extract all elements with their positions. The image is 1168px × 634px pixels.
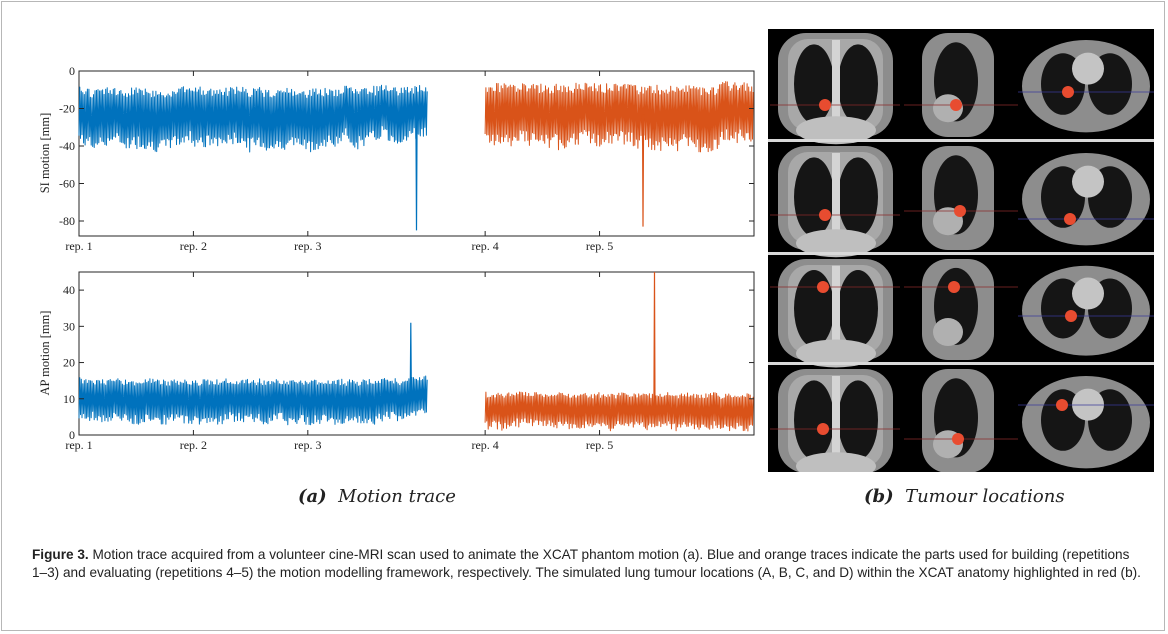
si-xtick-group: rep. 1 rep. 2 rep. 3 rep. 4 rep. 5	[65, 71, 755, 253]
ct-row-d	[770, 369, 1154, 481]
si-chart: 0-20-40-60-80 rep. 1 rep. 2 rep. 3 rep. 4 re…	[38, 64, 755, 253]
si-ytick-label: -60	[59, 177, 75, 191]
ap-ytick-label: 20	[63, 356, 75, 370]
si-ytick-label: -80	[59, 214, 75, 228]
figure-label: Figure 3.	[32, 547, 89, 562]
ap-ytick-label: 40	[63, 283, 75, 297]
ap-xtick-label: rep. 5	[586, 438, 613, 452]
coronal-tumour	[819, 99, 831, 111]
ap-ytick-label: 0	[69, 428, 75, 442]
coronal-lung-right	[838, 269, 878, 348]
si-xtick-label: rep. 5	[586, 239, 613, 253]
ap-series-build	[78, 375, 428, 426]
axial-tumour	[1065, 310, 1077, 322]
ap-xtick-label: rep. 1	[65, 438, 92, 452]
axial-tumour	[1056, 399, 1068, 411]
coronal-tumour	[817, 423, 829, 435]
coronal-liver	[796, 116, 876, 145]
si-series-evaluate	[484, 81, 754, 153]
si-ytick-label: -40	[59, 139, 75, 153]
ap-ytick-group: 0 10 20 30 40	[63, 283, 754, 442]
axial-heart	[1072, 277, 1104, 310]
ct-row-separator	[768, 362, 1154, 365]
coronal-spine	[832, 153, 840, 236]
si-ytick-label: -20	[59, 102, 75, 116]
si-series-group	[78, 81, 754, 231]
si-ytick-group: 0 -20 -40 -60 -80	[59, 64, 754, 228]
coronal-lung-left	[794, 44, 834, 124]
ap-ytick-label: 30	[63, 319, 75, 333]
subcaption-a: (a) Motion trace	[298, 486, 456, 507]
ap-xtick-label: rep. 2	[180, 438, 207, 452]
ap-series-group	[78, 271, 754, 432]
subcaption-a-text: Motion trace	[338, 486, 456, 507]
sagittal-tumour	[948, 281, 960, 293]
si-xtick-label: rep. 4	[471, 239, 498, 253]
axial-tumour	[1062, 86, 1074, 98]
si-ytick-label: 0	[69, 64, 75, 78]
subcaption-a-letter: (a)	[298, 486, 327, 507]
coronal-spine	[832, 265, 840, 346]
ap-xtick-label: rep. 4	[471, 438, 498, 452]
ap-chart: 0 10 20 30 40 rep. 1 rep. 2 rep. 3 rep. 4 rep. 5…	[38, 271, 755, 452]
ct-row-c	[770, 259, 1154, 368]
figure-caption: Figure 3. Motion trace acquired from a v…	[32, 546, 1142, 581]
subcaption-b-letter: (b)	[864, 486, 894, 507]
coronal-tumour	[819, 209, 831, 221]
si-xtick-label: rep. 3	[294, 239, 321, 253]
subcaption-b-text: Tumour locations	[905, 486, 1065, 507]
sagittal-tumour	[950, 99, 962, 111]
ct-row-b	[770, 146, 1154, 258]
motion-trace-panel: 0-20-40-60-80 rep. 1 rep. 2 rep. 3 rep. 4 re…	[38, 64, 755, 452]
coronal-spine	[832, 40, 840, 123]
ap-spike-evaluate	[653, 271, 656, 410]
ap-series-evaluate	[484, 391, 754, 432]
si-spike-evaluate	[641, 114, 645, 227]
si-xtick-label: rep. 2	[180, 239, 207, 253]
coronal-lung-left	[794, 157, 834, 237]
coronal-liver	[796, 339, 876, 368]
coronal-lung-left	[794, 380, 834, 460]
axial-heart	[1072, 52, 1104, 85]
ct-row-separator	[768, 139, 1154, 142]
ap-ytick-label: 10	[63, 392, 75, 406]
coronal-liver	[796, 229, 876, 258]
ct-row-a	[770, 33, 1154, 145]
figure-caption-text: Motion trace acquired from a volunteer c…	[32, 547, 1141, 580]
ct-row-separator	[768, 252, 1154, 255]
si-ylabel: SI motion [mm]	[38, 113, 52, 194]
coronal-tumour	[817, 281, 829, 293]
coronal-spine	[832, 376, 840, 459]
coronal-lung-right	[838, 380, 878, 460]
subcaption-b: (b) Tumour locations	[864, 486, 1065, 507]
tumour-locations-panel	[768, 29, 1154, 481]
ap-xtick-group: rep. 1 rep. 2 rep. 3 rep. 4 rep. 5	[65, 272, 755, 452]
si-series-build	[78, 84, 428, 153]
sagittal-tumour	[954, 205, 966, 217]
axial-heart	[1072, 388, 1104, 421]
ap-xtick-label: rep. 3	[294, 438, 321, 452]
axial-tumour	[1064, 213, 1076, 225]
coronal-lung-right	[838, 44, 878, 124]
si-spike-build	[415, 115, 418, 231]
sagittal-tumour	[952, 433, 964, 445]
sagittal-heart	[933, 318, 963, 347]
ct-image-grid	[768, 33, 1154, 481]
ap-spike-build	[409, 322, 412, 399]
axial-heart	[1072, 165, 1104, 198]
coronal-lung-left	[794, 269, 834, 348]
coronal-lung-right	[838, 157, 878, 237]
si-xtick-label: rep. 1	[65, 239, 92, 253]
ap-ylabel: AP motion [mm]	[38, 311, 52, 396]
